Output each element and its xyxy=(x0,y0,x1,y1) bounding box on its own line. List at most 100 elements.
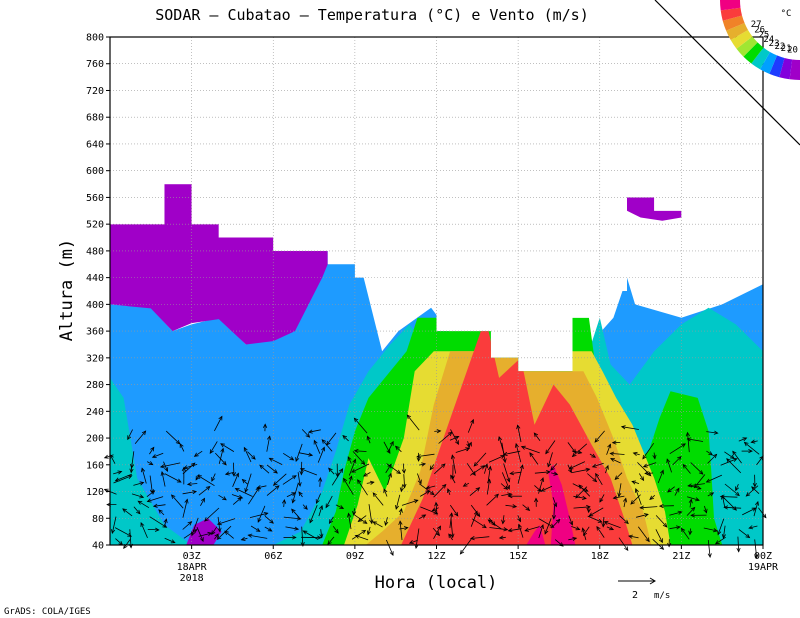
wind-arrowhead xyxy=(631,480,637,485)
wind-arrow xyxy=(285,526,299,530)
y-tick-label: 760 xyxy=(86,59,104,70)
wind-arrow xyxy=(259,464,270,474)
wind-arrow xyxy=(545,440,556,454)
wind-arrow xyxy=(466,463,476,476)
wind-arrow xyxy=(667,486,675,493)
wind-arrowhead xyxy=(748,449,753,454)
wind-arrow xyxy=(470,511,478,527)
wind-arrowhead xyxy=(450,454,456,460)
wind-arrow xyxy=(681,528,690,540)
wind-arrowhead xyxy=(475,512,481,518)
wind-arrow xyxy=(283,516,301,520)
wind-arrowhead xyxy=(139,494,145,499)
wind-arrow xyxy=(387,473,392,486)
wind-arrowhead xyxy=(512,504,518,509)
wind-arrow xyxy=(587,473,597,482)
wind-arrowhead xyxy=(467,441,472,447)
wind-arrow xyxy=(292,483,299,503)
wind-arrowhead xyxy=(609,451,615,456)
wind-arrowhead xyxy=(399,487,404,493)
wind-arrowhead xyxy=(272,481,278,486)
wind-arrowhead xyxy=(503,527,509,532)
wind-arrowhead xyxy=(184,498,189,504)
wind-arrowhead xyxy=(520,445,526,450)
wind-arrow xyxy=(152,452,164,458)
wind-arrow xyxy=(113,475,132,484)
wind-arrow xyxy=(488,455,505,463)
wind-arrow xyxy=(687,432,690,453)
wind-arrowhead xyxy=(224,471,230,476)
wind-arrowhead xyxy=(338,468,344,473)
y-tick-label: 280 xyxy=(86,380,104,391)
wind-arrow xyxy=(308,429,321,433)
wind-arrowhead xyxy=(266,435,272,441)
wind-arrowhead xyxy=(347,456,352,461)
wind-arrowhead xyxy=(726,458,731,463)
wind-arrowhead xyxy=(369,480,375,485)
wind-arrowhead xyxy=(238,494,244,499)
wind-arrow xyxy=(517,465,523,484)
wind-arrow xyxy=(735,484,739,491)
wind-arrowhead xyxy=(480,465,486,470)
wind-arrow xyxy=(487,466,491,484)
wind-arrow xyxy=(211,473,216,482)
wind-arrow xyxy=(575,486,588,499)
wind-arrow xyxy=(515,443,522,463)
legend-color-swatch xyxy=(736,36,758,57)
wind-arrow xyxy=(164,537,175,543)
wind-arrowhead xyxy=(539,524,544,529)
wind-arrowhead xyxy=(300,542,305,547)
wind-arrowhead xyxy=(257,517,262,523)
wind-arrow xyxy=(742,507,756,516)
wind-arrowhead xyxy=(514,442,519,448)
wind-arrowhead xyxy=(507,492,513,497)
wind-arrow xyxy=(241,537,248,541)
wind-arrowhead xyxy=(434,501,439,507)
wind-arrow xyxy=(690,462,704,475)
wind-arrow xyxy=(250,525,261,532)
wind-arrow xyxy=(298,491,303,498)
wind-arrowhead xyxy=(297,482,302,487)
wind-arrowhead xyxy=(611,440,617,445)
legend-unit: °C xyxy=(781,9,792,19)
wind-arrow xyxy=(689,499,692,508)
wind-arrowhead xyxy=(603,520,609,525)
y-tick-label: 40 xyxy=(92,541,104,552)
wind-arrowhead xyxy=(708,451,714,456)
wind-arrowhead xyxy=(709,492,715,497)
wind-arrow xyxy=(720,496,738,498)
wind-arrow xyxy=(343,478,354,495)
wind-arrow xyxy=(358,515,367,522)
legend-color-swatch xyxy=(720,7,742,21)
wind-arrowhead xyxy=(231,472,236,477)
wind-arrow xyxy=(578,484,591,497)
wind-arrowhead xyxy=(690,506,696,512)
y-tick-label: 640 xyxy=(86,139,104,150)
wind-arrow xyxy=(149,447,155,455)
wind-arrow xyxy=(628,535,639,539)
wind-arrow xyxy=(640,506,658,509)
wind-arrowhead xyxy=(592,477,598,483)
wind-arrowhead xyxy=(327,540,332,545)
wind-arrow xyxy=(266,485,280,496)
wind-arrow xyxy=(183,464,198,469)
wind-arrow xyxy=(191,517,199,536)
x-tick-label: 06Z xyxy=(264,551,282,562)
wind-arrow xyxy=(686,507,695,516)
wind-arrowhead xyxy=(197,475,202,480)
wind-arrowhead xyxy=(754,554,759,559)
wind-arrowhead xyxy=(318,476,323,482)
wind-arrow xyxy=(451,455,457,474)
wind-arrow xyxy=(348,476,352,484)
y-tick-label: 520 xyxy=(86,220,104,231)
wind-arrowhead xyxy=(745,492,751,497)
wind-arrowhead xyxy=(568,465,574,470)
wind-arrowhead xyxy=(315,499,320,504)
wind-arrow xyxy=(674,488,680,496)
wind-arrowhead xyxy=(649,495,654,500)
wind-arrowhead xyxy=(343,477,348,483)
wind-arrowhead xyxy=(519,464,524,470)
wind-arrow xyxy=(406,414,420,431)
wind-arrowhead xyxy=(353,417,359,423)
wind-arrowhead xyxy=(308,452,314,457)
